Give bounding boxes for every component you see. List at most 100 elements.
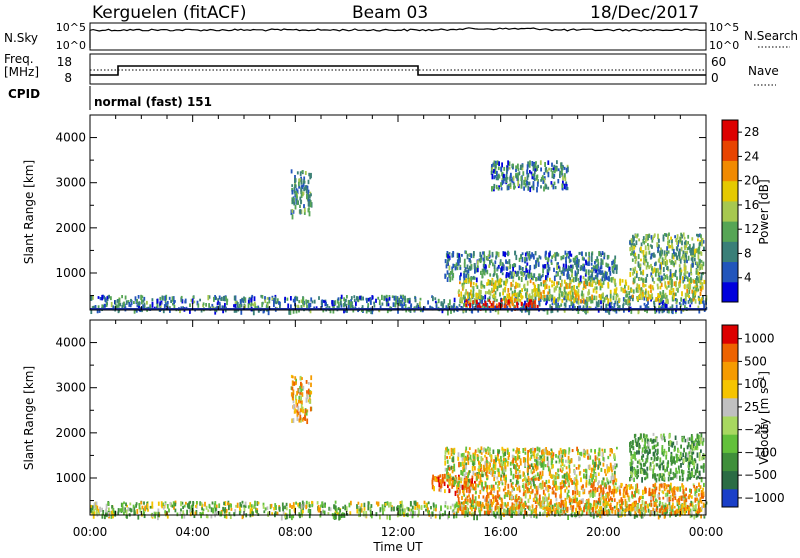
range-gate-cell <box>528 256 530 259</box>
range-gate-cell <box>531 161 533 166</box>
range-gate-cell <box>590 449 592 453</box>
range-gate-cell <box>627 299 629 304</box>
range-gate-cell <box>254 302 256 306</box>
range-gate-cell <box>496 185 498 189</box>
range-gate-cell <box>549 295 551 299</box>
range-gate-cell <box>554 276 556 281</box>
colorbar-tick-label: 8 <box>744 246 752 260</box>
range-gate-cell <box>491 303 493 306</box>
range-gate-cell <box>675 239 677 242</box>
range-gate-cell <box>638 238 640 241</box>
range-gate-cell <box>608 499 610 502</box>
range-gate-cell <box>303 179 305 183</box>
range-gate-cell <box>483 486 485 489</box>
range-gate-cell <box>640 271 642 275</box>
range-gate-cell <box>703 483 705 487</box>
range-gate-cell <box>129 503 131 506</box>
range-gate-cell <box>524 510 526 515</box>
range-gate-cell <box>371 504 373 508</box>
range-gate-cell <box>516 499 518 502</box>
range-gate-cell <box>261 302 263 307</box>
freq-panel: Freq. [MHz] 18 8 60 0 Nave <box>4 52 779 85</box>
range-gate-cell <box>126 510 128 515</box>
range-gate-cell <box>619 489 621 494</box>
range-gate-cell <box>670 237 672 240</box>
range-gate-cell <box>546 487 548 491</box>
range-gate-cell <box>469 303 471 308</box>
range-gate-cell <box>220 511 222 516</box>
range-gate-cell <box>470 455 472 460</box>
range-gate-cell <box>491 502 493 507</box>
range-gate-cell <box>604 469 606 473</box>
range-gate-cell <box>197 303 199 307</box>
range-gate-cell <box>212 502 214 505</box>
range-gate-cell <box>539 495 541 500</box>
range-gate-cell <box>237 503 239 508</box>
range-gate-cell <box>290 304 292 308</box>
range-gate-cell <box>468 292 470 296</box>
range-gate-cell <box>308 180 310 184</box>
range-gate-cell <box>585 504 587 509</box>
range-gate-cell <box>514 264 516 268</box>
range-gate-cell <box>470 290 472 293</box>
range-gate-cell <box>538 486 540 490</box>
range-gate-cell <box>537 182 539 187</box>
range-gate-cell <box>671 243 673 248</box>
range-gate-cell <box>444 274 446 279</box>
range-gate-cell <box>640 496 642 499</box>
range-gate-cell <box>464 269 466 272</box>
range-gate-cell <box>184 505 186 508</box>
range-gate-cell <box>654 267 656 272</box>
range-gate-cell <box>223 296 225 301</box>
range-gate-cell <box>507 288 509 293</box>
range-gate-cell <box>474 481 476 484</box>
range-gate-cell <box>498 161 500 166</box>
range-gate-cell <box>591 295 593 300</box>
range-gate-cell <box>473 251 475 256</box>
range-gate-cell <box>460 462 462 467</box>
range-gate-cell <box>576 498 578 502</box>
range-gate-cell <box>321 299 323 302</box>
range-gate-cell <box>341 513 343 518</box>
range-gate-cell <box>495 256 497 259</box>
range-gate-cell <box>309 504 311 508</box>
range-gate-cell <box>685 499 687 503</box>
range-gate-cell <box>243 297 245 301</box>
range-gate-cell <box>479 252 481 257</box>
range-gate-cell <box>287 298 289 301</box>
range-gate-cell <box>253 310 255 315</box>
range-gate-cell <box>529 506 531 511</box>
range-gate-cell <box>458 253 460 257</box>
range-gate-cell <box>684 270 686 275</box>
range-gate-cell <box>467 512 469 517</box>
range-gate-cell <box>515 460 517 463</box>
range-gate-cell <box>119 303 121 307</box>
range-gate-cell <box>685 253 687 257</box>
range-gate-cell <box>569 283 571 289</box>
range-gate-cell <box>498 302 500 306</box>
range-gate-cell <box>525 452 527 455</box>
range-gate-cell <box>303 204 305 208</box>
range-gate-cell <box>465 501 467 504</box>
range-gate-cell <box>631 491 633 495</box>
range-gate-cell <box>522 507 524 512</box>
range-gate-cell <box>501 266 503 272</box>
range-gate-cell <box>673 288 675 292</box>
range-gate-cell <box>514 290 516 294</box>
range-gate-cell <box>530 255 532 259</box>
range-gate-cell <box>690 250 692 255</box>
range-gate-cell <box>496 273 498 278</box>
colorbar-segment <box>722 262 738 283</box>
range-gate-cell <box>578 295 580 300</box>
range-gate-cell <box>206 506 208 510</box>
range-gate-cell <box>424 505 426 508</box>
range-gate-cell <box>578 283 580 287</box>
range-gate-cell <box>672 498 674 502</box>
range-gate-cell <box>566 295 568 300</box>
range-gate-cell <box>623 303 625 306</box>
range-gate-cell <box>630 253 632 256</box>
freq-right-tick-top: 60 <box>711 55 726 69</box>
range-gate-cell <box>343 297 345 301</box>
range-gate-cell <box>612 266 614 271</box>
